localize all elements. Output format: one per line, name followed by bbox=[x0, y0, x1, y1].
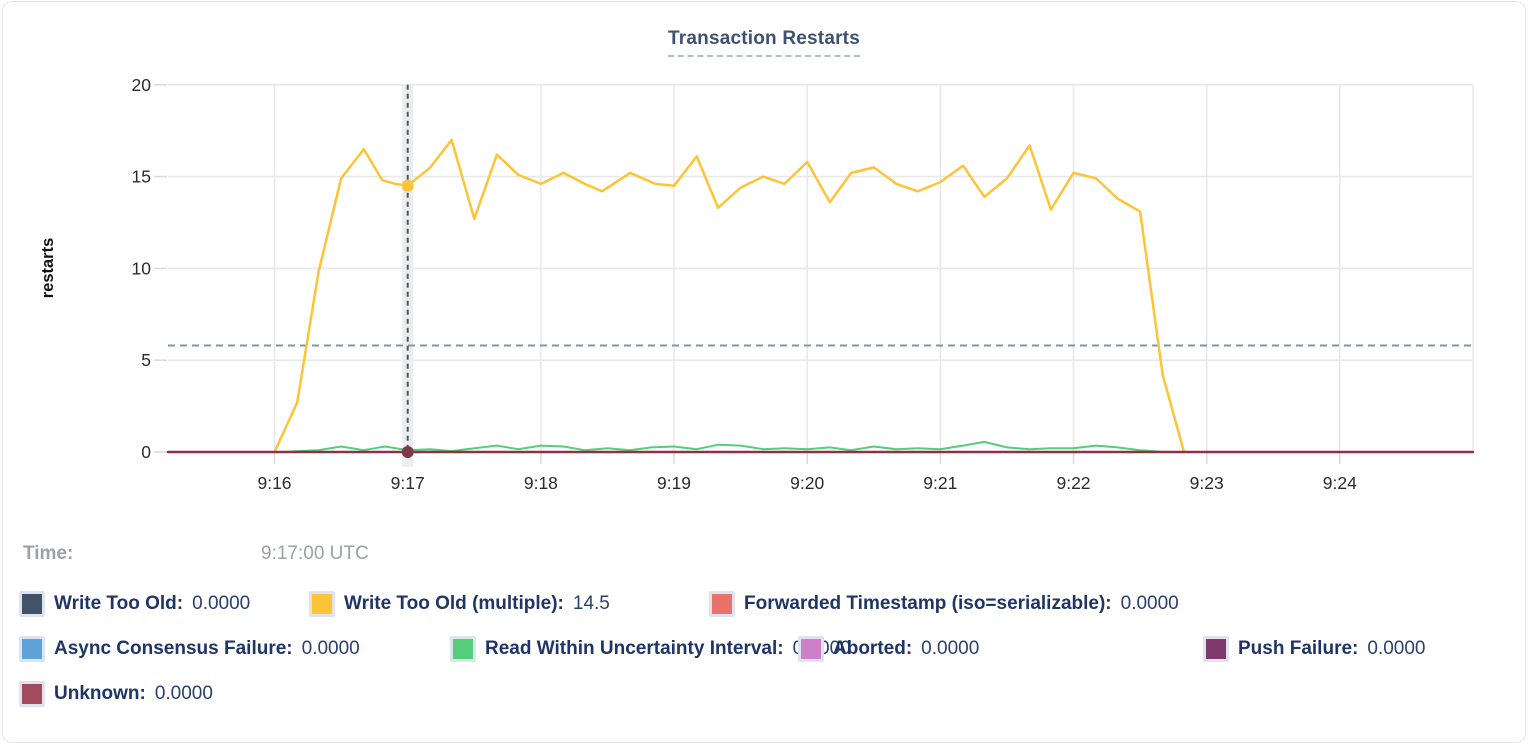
unknown-swatch bbox=[19, 680, 45, 707]
legend-value: 0.0000 bbox=[1120, 592, 1179, 614]
legend-value: 0.0000 bbox=[301, 637, 360, 659]
legend-item-unknown: Unknown: 0.0000 bbox=[19, 680, 213, 707]
y-tick-label: 20 bbox=[132, 75, 152, 95]
legend-row-2: Async Consensus Failure: 0.0000 Read Withi… bbox=[3, 635, 1525, 662]
legend-item-forwarded-timestamp-iso-serializable: Forwarded Timestamp (iso=serializable): 0… bbox=[709, 590, 1179, 617]
read-within-uncertainty-interval-swatch bbox=[450, 635, 476, 662]
hover-time-label: Time: bbox=[23, 543, 74, 564]
legend-value: 14.5 bbox=[572, 592, 610, 614]
legend-label: Push Failure: bbox=[1238, 637, 1359, 659]
x-tick-label: 9:19 bbox=[657, 473, 691, 493]
x-tick-label: 9:23 bbox=[1190, 473, 1224, 493]
legend-label: Async Consensus Failure: bbox=[54, 637, 293, 659]
push-failure-swatch bbox=[1203, 635, 1229, 662]
legend-label: Unknown: bbox=[54, 682, 146, 704]
legend-item-write-too-old: Write Too Old: 0.0000 bbox=[19, 590, 309, 617]
legend-row-3: Unknown: 0.0000 bbox=[3, 680, 1525, 707]
y-axis-title: restarts bbox=[39, 238, 57, 299]
legend-row-1: Write Too Old: 0.0000 Write Too Old (multi… bbox=[3, 590, 1525, 617]
chart-title-wrap: Transaction Restarts bbox=[3, 28, 1525, 57]
legend-label: Write Too Old: bbox=[54, 592, 184, 614]
legend-label: Aborted: bbox=[833, 637, 913, 659]
legend-value: 0.0000 bbox=[1367, 637, 1426, 659]
legend-value: 0.0000 bbox=[192, 592, 251, 614]
crosshair-dot-write-too-old-multiple bbox=[401, 179, 414, 192]
series-read-within-uncertainty-interval bbox=[286, 440, 1164, 453]
legend: Write Too Old: 0.0000 Write Too Old (multi… bbox=[3, 590, 1525, 725]
chart-area[interactable]: 0 5 10 15 20 9:16 9:17 9:18 9:19 9:20 9:21 9:22 9:23… bbox=[3, 2, 1528, 512]
x-tick-label: 9:20 bbox=[790, 473, 824, 493]
legend-item-aborted: Aborted: 0.0000 bbox=[798, 635, 1203, 662]
legend-label: Forwarded Timestamp (iso=serializable): bbox=[744, 592, 1112, 614]
x-tick-label: 9:16 bbox=[257, 473, 291, 493]
chart-title[interactable]: Transaction Restarts bbox=[668, 28, 860, 57]
legend-item-async-consensus-failure: Async Consensus Failure: 0.0000 bbox=[19, 635, 450, 662]
y-tick-label: 10 bbox=[132, 258, 152, 278]
x-tick-label: 9:17 bbox=[391, 473, 425, 493]
y-tick-label: 15 bbox=[132, 167, 151, 187]
aborted-swatch bbox=[798, 635, 824, 662]
async-consensus-failure-swatch bbox=[19, 635, 45, 662]
x-tick-label: 9:21 bbox=[923, 473, 957, 493]
forwarded-timestamp-iso-serializable-swatch bbox=[709, 590, 735, 617]
crosshair-dot-unknown bbox=[401, 446, 414, 458]
legend-item-push-failure: Push Failure: 0.0000 bbox=[1203, 635, 1426, 662]
legend-label: Read Within Uncertainty Interval: bbox=[485, 637, 784, 659]
write-too-old-swatch bbox=[19, 590, 45, 617]
x-tick-label: 9:22 bbox=[1056, 473, 1090, 493]
legend-value: 0.0000 bbox=[921, 637, 980, 659]
hover-time-value: 9:17:00 UTC bbox=[261, 543, 369, 564]
hover-time-row: Time: 9:17:00 UTC bbox=[3, 543, 1525, 569]
legend-value: 0.0000 bbox=[154, 682, 213, 704]
legend-item-write-too-old-multiple: Write Too Old (multiple): 14.5 bbox=[309, 590, 709, 617]
x-tick-label: 9:18 bbox=[524, 473, 558, 493]
write-too-old-multiple-swatch bbox=[309, 590, 335, 617]
y-tick-label: 5 bbox=[141, 350, 151, 370]
legend-item-read-within-uncertainty-interval: Read Within Uncertainty Interval:0.0000 bbox=[450, 635, 851, 662]
y-tick-label: 0 bbox=[141, 442, 151, 462]
legend-label: Write Too Old (multiple): bbox=[344, 592, 564, 614]
x-tick-label: 9:24 bbox=[1323, 473, 1357, 493]
